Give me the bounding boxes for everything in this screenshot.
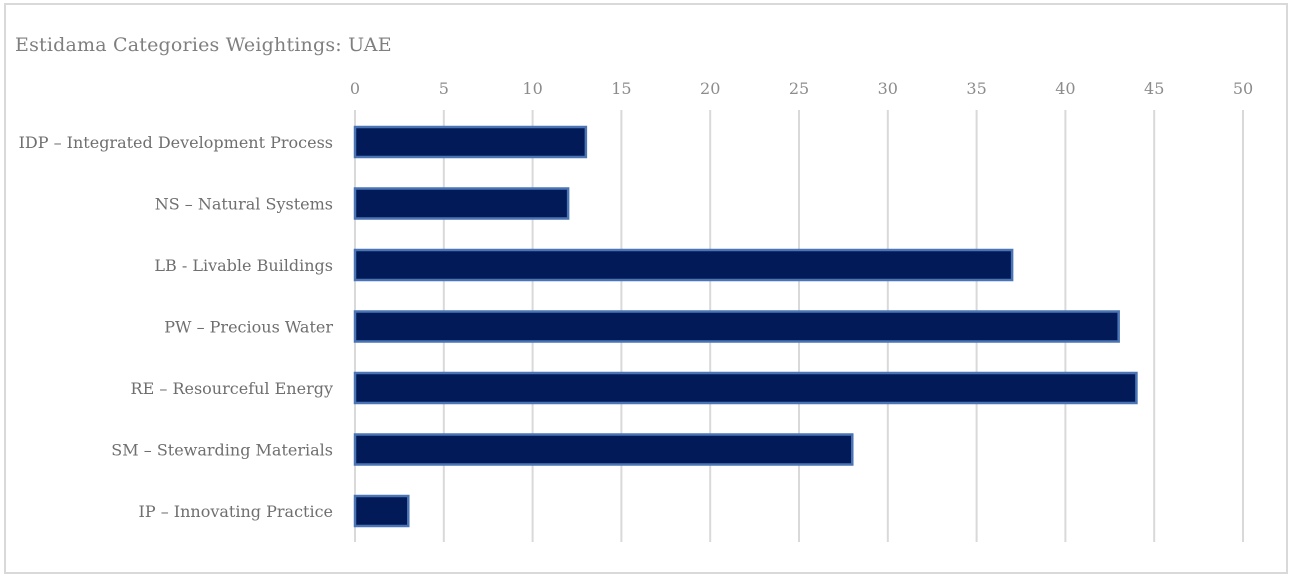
chart-title: Estidama Categories Weightings: UAE [15,34,392,56]
category-label: PW – Precious Water [164,318,333,337]
category-label: IDP – Integrated Development Process [19,133,333,152]
x-tick-label: 50 [1233,79,1253,98]
x-tick-label: 15 [611,79,631,98]
bar [353,371,1138,405]
bar [353,433,854,466]
chart-frame [4,3,1288,574]
bar [353,187,570,220]
x-tick-label: 45 [1144,79,1164,98]
category-label: IP – Innovating Practice [139,502,333,521]
bar [353,310,1120,343]
x-tick-label: 5 [439,79,449,98]
category-label: RE – Resourceful Energy [131,379,333,398]
bar [353,494,410,528]
bar [353,125,588,159]
x-tick-label: 0 [350,79,360,98]
x-tick-label: 25 [789,79,809,98]
category-label: SM – Stewarding Materials [111,441,333,460]
category-label: LB - Livable Buildings [154,256,333,275]
x-tick-label: 10 [522,79,542,98]
x-tick-label: 35 [966,79,986,98]
category-label: NS – Natural Systems [155,195,333,214]
x-tick-label: 40 [1055,79,1075,98]
bar [353,248,1014,282]
x-tick-label: 30 [878,79,898,98]
x-tick-label: 20 [700,79,720,98]
